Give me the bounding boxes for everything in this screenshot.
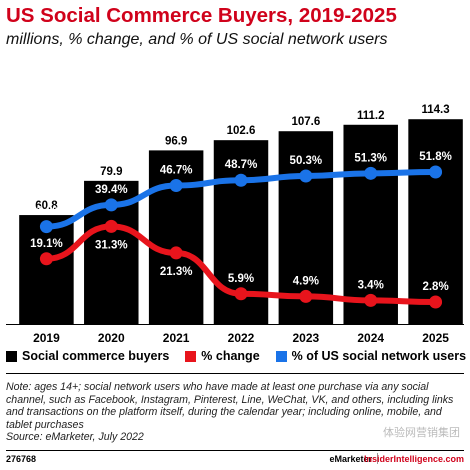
- x-tick-2022: 2022: [228, 331, 255, 345]
- legend-swatch-buyers: [6, 350, 17, 362]
- chart-note: Note: ages 14+; social network users who…: [6, 381, 462, 444]
- change-label-2021: 21.3%: [160, 266, 193, 278]
- bar-label-2019: 60.8: [35, 200, 58, 212]
- share-point-2019: [39, 220, 53, 234]
- bar-label-2024: 111.2: [357, 110, 385, 122]
- bar-2025: [408, 119, 463, 325]
- legend-swatch-change: [185, 350, 197, 362]
- footer: 276768 eMarketer InsiderIntelligence.com: [6, 452, 464, 468]
- bar-label-2021: 96.9: [165, 135, 187, 147]
- share-point-2025: [429, 165, 443, 179]
- chart-legend: Social commerce buyers % change % of US …: [6, 349, 466, 363]
- chart-title: US Social Commerce Buyers, 2019-2025: [6, 4, 397, 27]
- legend-item-buyers: Social commerce buyers: [6, 349, 169, 363]
- share-label-2024: 51.3%: [354, 152, 387, 164]
- share-point-2020: [104, 198, 118, 212]
- change-label-2019: 19.1%: [30, 238, 63, 250]
- x-tick-2024: 2024: [357, 331, 384, 345]
- change-label-2025: 2.8%: [422, 281, 448, 293]
- change-point-2019: [39, 252, 53, 266]
- change-point-2022: [234, 287, 248, 301]
- bar-label-2020: 79.9: [100, 166, 122, 178]
- share-label-2022: 48.7%: [225, 159, 258, 171]
- share-label-2025: 51.8%: [419, 151, 452, 163]
- legend-item-change: % change: [185, 349, 260, 363]
- footer-divider: [6, 450, 464, 451]
- change-label-2020: 31.3%: [95, 239, 128, 251]
- x-tick-2021: 2021: [163, 331, 190, 345]
- change-point-2024: [364, 293, 378, 307]
- change-point-2023: [299, 289, 313, 303]
- note-text: Note: ages 14+; social network users who…: [6, 381, 454, 444]
- legend-label-share: % of US social network users: [291, 349, 467, 363]
- x-tick-2023: 2023: [293, 331, 320, 345]
- bar-label-2023: 107.6: [291, 116, 320, 128]
- change-point-2020: [104, 219, 118, 233]
- x-tick-2019: 2019: [33, 331, 60, 345]
- share-point-2023: [299, 169, 313, 183]
- footer-separator: [377, 453, 378, 464]
- chart-id: 276768: [6, 454, 37, 464]
- chart-subtitle: millions, % change, and % of US social n…: [6, 31, 388, 48]
- legend-label-buyers: Social commerce buyers: [22, 349, 170, 363]
- share-label-2020: 39.4%: [95, 184, 128, 196]
- legend-label-change: % change: [201, 349, 260, 363]
- brand-emarketer: eMarketer: [329, 454, 372, 464]
- share-label-2021: 46.7%: [160, 165, 193, 177]
- legend-item-share: % of US social network users: [275, 349, 467, 363]
- change-point-2021: [169, 246, 183, 260]
- change-point-2025: [429, 295, 443, 309]
- bar-label-2025: 114.3: [421, 104, 449, 116]
- share-point-2024: [364, 166, 378, 180]
- legend-swatch-share: [275, 350, 287, 362]
- bar-2024: [343, 124, 398, 325]
- watermark: 体验网营销集团: [383, 427, 460, 439]
- share-point-2022: [234, 173, 248, 187]
- change-label-2022: 5.9%: [228, 273, 254, 285]
- bar-label-2022: 102.6: [227, 125, 256, 137]
- bar-2019: [19, 215, 74, 324]
- share-point-2021: [169, 179, 183, 193]
- share-label-2023: 50.3%: [290, 155, 323, 167]
- share-label-2019: 31.2%: [30, 206, 63, 218]
- change-label-2024: 3.4%: [358, 279, 384, 291]
- change-label-2023: 4.9%: [293, 275, 319, 287]
- chart-plot: 60.8 79.9 96.9 102.6 107.6 111.2 114.3 2019 2020…: [6, 104, 464, 345]
- brand-insider-intelligence: InsiderIntelligence.com: [363, 454, 464, 464]
- legend-divider: [6, 373, 464, 374]
- x-tick-2025: 2025: [422, 331, 449, 345]
- x-tick-2020: 2020: [98, 331, 125, 345]
